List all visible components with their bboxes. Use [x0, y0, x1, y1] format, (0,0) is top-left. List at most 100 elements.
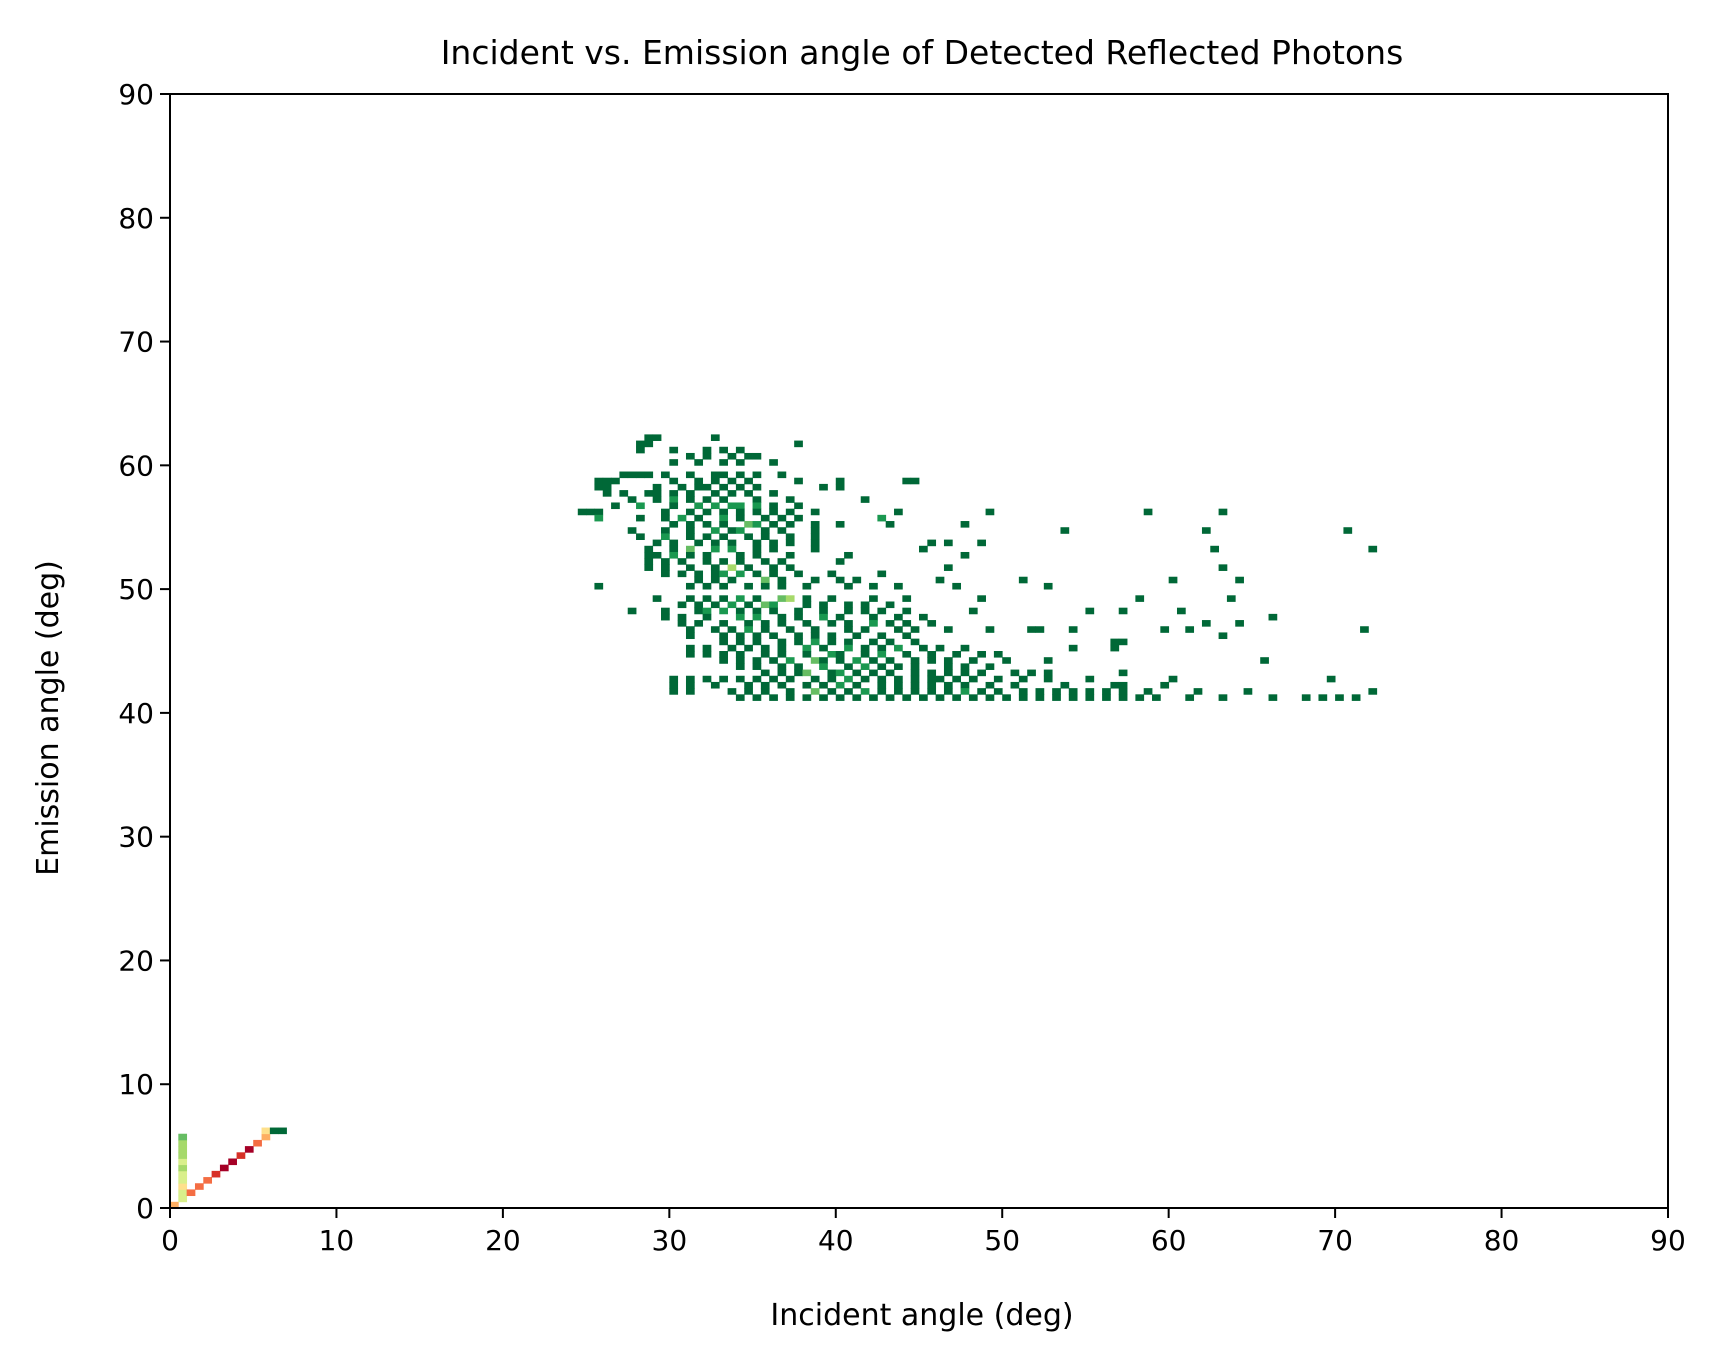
- y-tick-label: 20: [118, 944, 154, 977]
- heatmap-cell: [752, 675, 762, 683]
- heatmap-cell: [735, 514, 745, 522]
- heatmap-cell: [860, 675, 870, 683]
- heatmap-cell: [777, 663, 787, 670]
- heatmap-cell: [752, 694, 762, 701]
- heatmap-cell: [943, 681, 953, 689]
- heatmap-cell: [744, 490, 753, 497]
- heatmap-cell: [810, 545, 820, 553]
- heatmap-cell: [894, 613, 903, 621]
- heatmap-cell: [827, 669, 837, 677]
- heatmap-cell: [1010, 669, 1020, 677]
- heatmap-cell: [735, 459, 745, 466]
- heatmap-cell: [943, 626, 953, 633]
- heatmap-cell: [719, 514, 728, 522]
- heatmap-cell: [1110, 644, 1120, 652]
- heatmap-cell: [685, 551, 695, 559]
- heatmap-cell: [943, 564, 953, 571]
- heatmap-cell: [710, 626, 720, 633]
- heatmap-cell: [710, 545, 720, 553]
- heatmap-cell: [694, 514, 704, 522]
- heatmap-cell: [977, 669, 986, 677]
- heatmap-cell: [985, 663, 995, 670]
- heatmap-cell: [1068, 694, 1078, 701]
- heatmap-cell: [785, 533, 795, 540]
- heatmap-cell: [702, 651, 712, 658]
- heatmap-cell: [977, 688, 986, 695]
- heatmap-cell: [819, 681, 828, 689]
- heatmap-cell: [877, 607, 887, 615]
- heatmap-cell: [777, 620, 787, 627]
- heatmap-cell: [1043, 675, 1053, 683]
- heatmap-cell: [852, 681, 862, 689]
- heatmap-cell: [1135, 694, 1145, 701]
- heatmap-cell: [827, 620, 837, 627]
- heatmap-cell: [860, 496, 870, 503]
- heatmap-cell: [869, 582, 878, 590]
- heatmap-cell: [869, 669, 878, 677]
- heatmap-cell: [735, 675, 745, 683]
- heatmap-cell: [735, 651, 745, 658]
- heatmap-cell: [985, 626, 995, 633]
- heatmap-cell: [810, 675, 820, 683]
- heatmap-cell: [769, 459, 778, 466]
- heatmap-cell: [611, 502, 620, 510]
- heatmap-cell: [735, 663, 745, 670]
- heatmap-cell: [769, 490, 778, 497]
- heatmap-cell: [702, 595, 712, 602]
- heatmap-cell: [852, 632, 862, 640]
- heatmap-cell: [744, 601, 753, 609]
- heatmap-cell: [694, 502, 704, 510]
- heatmap-cell: [685, 471, 695, 479]
- y-tick-label: 0: [136, 1192, 154, 1225]
- heatmap-cell: [1118, 688, 1128, 695]
- heatmap-cell: [719, 675, 728, 683]
- heatmap-cell: [760, 688, 770, 695]
- heatmap-cell: [1060, 681, 1070, 689]
- heatmap-cell: [685, 582, 695, 590]
- heatmap-cell: [1368, 545, 1378, 553]
- heatmap-cell: [669, 477, 679, 485]
- heatmap-cell: [719, 521, 728, 528]
- heatmap-cell: [735, 483, 745, 491]
- y-tick-label: 70: [118, 326, 154, 359]
- heatmap-cell: [802, 669, 812, 677]
- heatmap-cell: [952, 675, 962, 683]
- heatmap-cell: [794, 477, 803, 485]
- heatmap-cell: [744, 582, 753, 590]
- heatmap-cell: [178, 1170, 188, 1178]
- heatmap-cell: [735, 471, 745, 479]
- heatmap-cell: [219, 1164, 229, 1172]
- heatmap-cell: [977, 651, 986, 658]
- heatmap-cell: [1043, 582, 1053, 590]
- heatmap-cell: [719, 638, 728, 646]
- heatmap-cell: [1002, 657, 1011, 664]
- heatmap-cell: [685, 545, 695, 553]
- heatmap-cell: [710, 570, 720, 578]
- heatmap-cell: [744, 620, 753, 627]
- heatmap-cell: [777, 471, 787, 479]
- heatmap-cell: [860, 688, 870, 695]
- heatmap-cell: [968, 694, 978, 701]
- heatmap-cell: [1085, 688, 1095, 695]
- heatmap-cell: [744, 626, 753, 633]
- heatmap-cell: [869, 657, 878, 664]
- heatmap-cell: [860, 607, 870, 615]
- x-axis-ticks: 0 10 20 30 40 50 60 70 80 90: [161, 1208, 1686, 1257]
- heatmap-cell: [1160, 626, 1170, 633]
- heatmap-cell: [594, 477, 604, 485]
- heatmap-cell: [1176, 607, 1186, 615]
- heatmap-cell: [652, 551, 662, 559]
- heatmap-cell: [669, 446, 679, 454]
- heatmap-cell: [719, 483, 728, 491]
- heatmap-cell: [960, 521, 970, 528]
- heatmap-cell: [1185, 694, 1195, 701]
- heatmap-cell: [636, 514, 645, 522]
- heatmap-cell: [685, 496, 695, 503]
- heatmap-cell: [685, 644, 695, 652]
- heatmap-cell: [835, 576, 845, 584]
- heatmap-cell: [644, 551, 654, 559]
- heatmap-cell: [769, 694, 778, 701]
- heatmap-cell: [844, 675, 853, 683]
- heatmap-cell: [677, 558, 687, 565]
